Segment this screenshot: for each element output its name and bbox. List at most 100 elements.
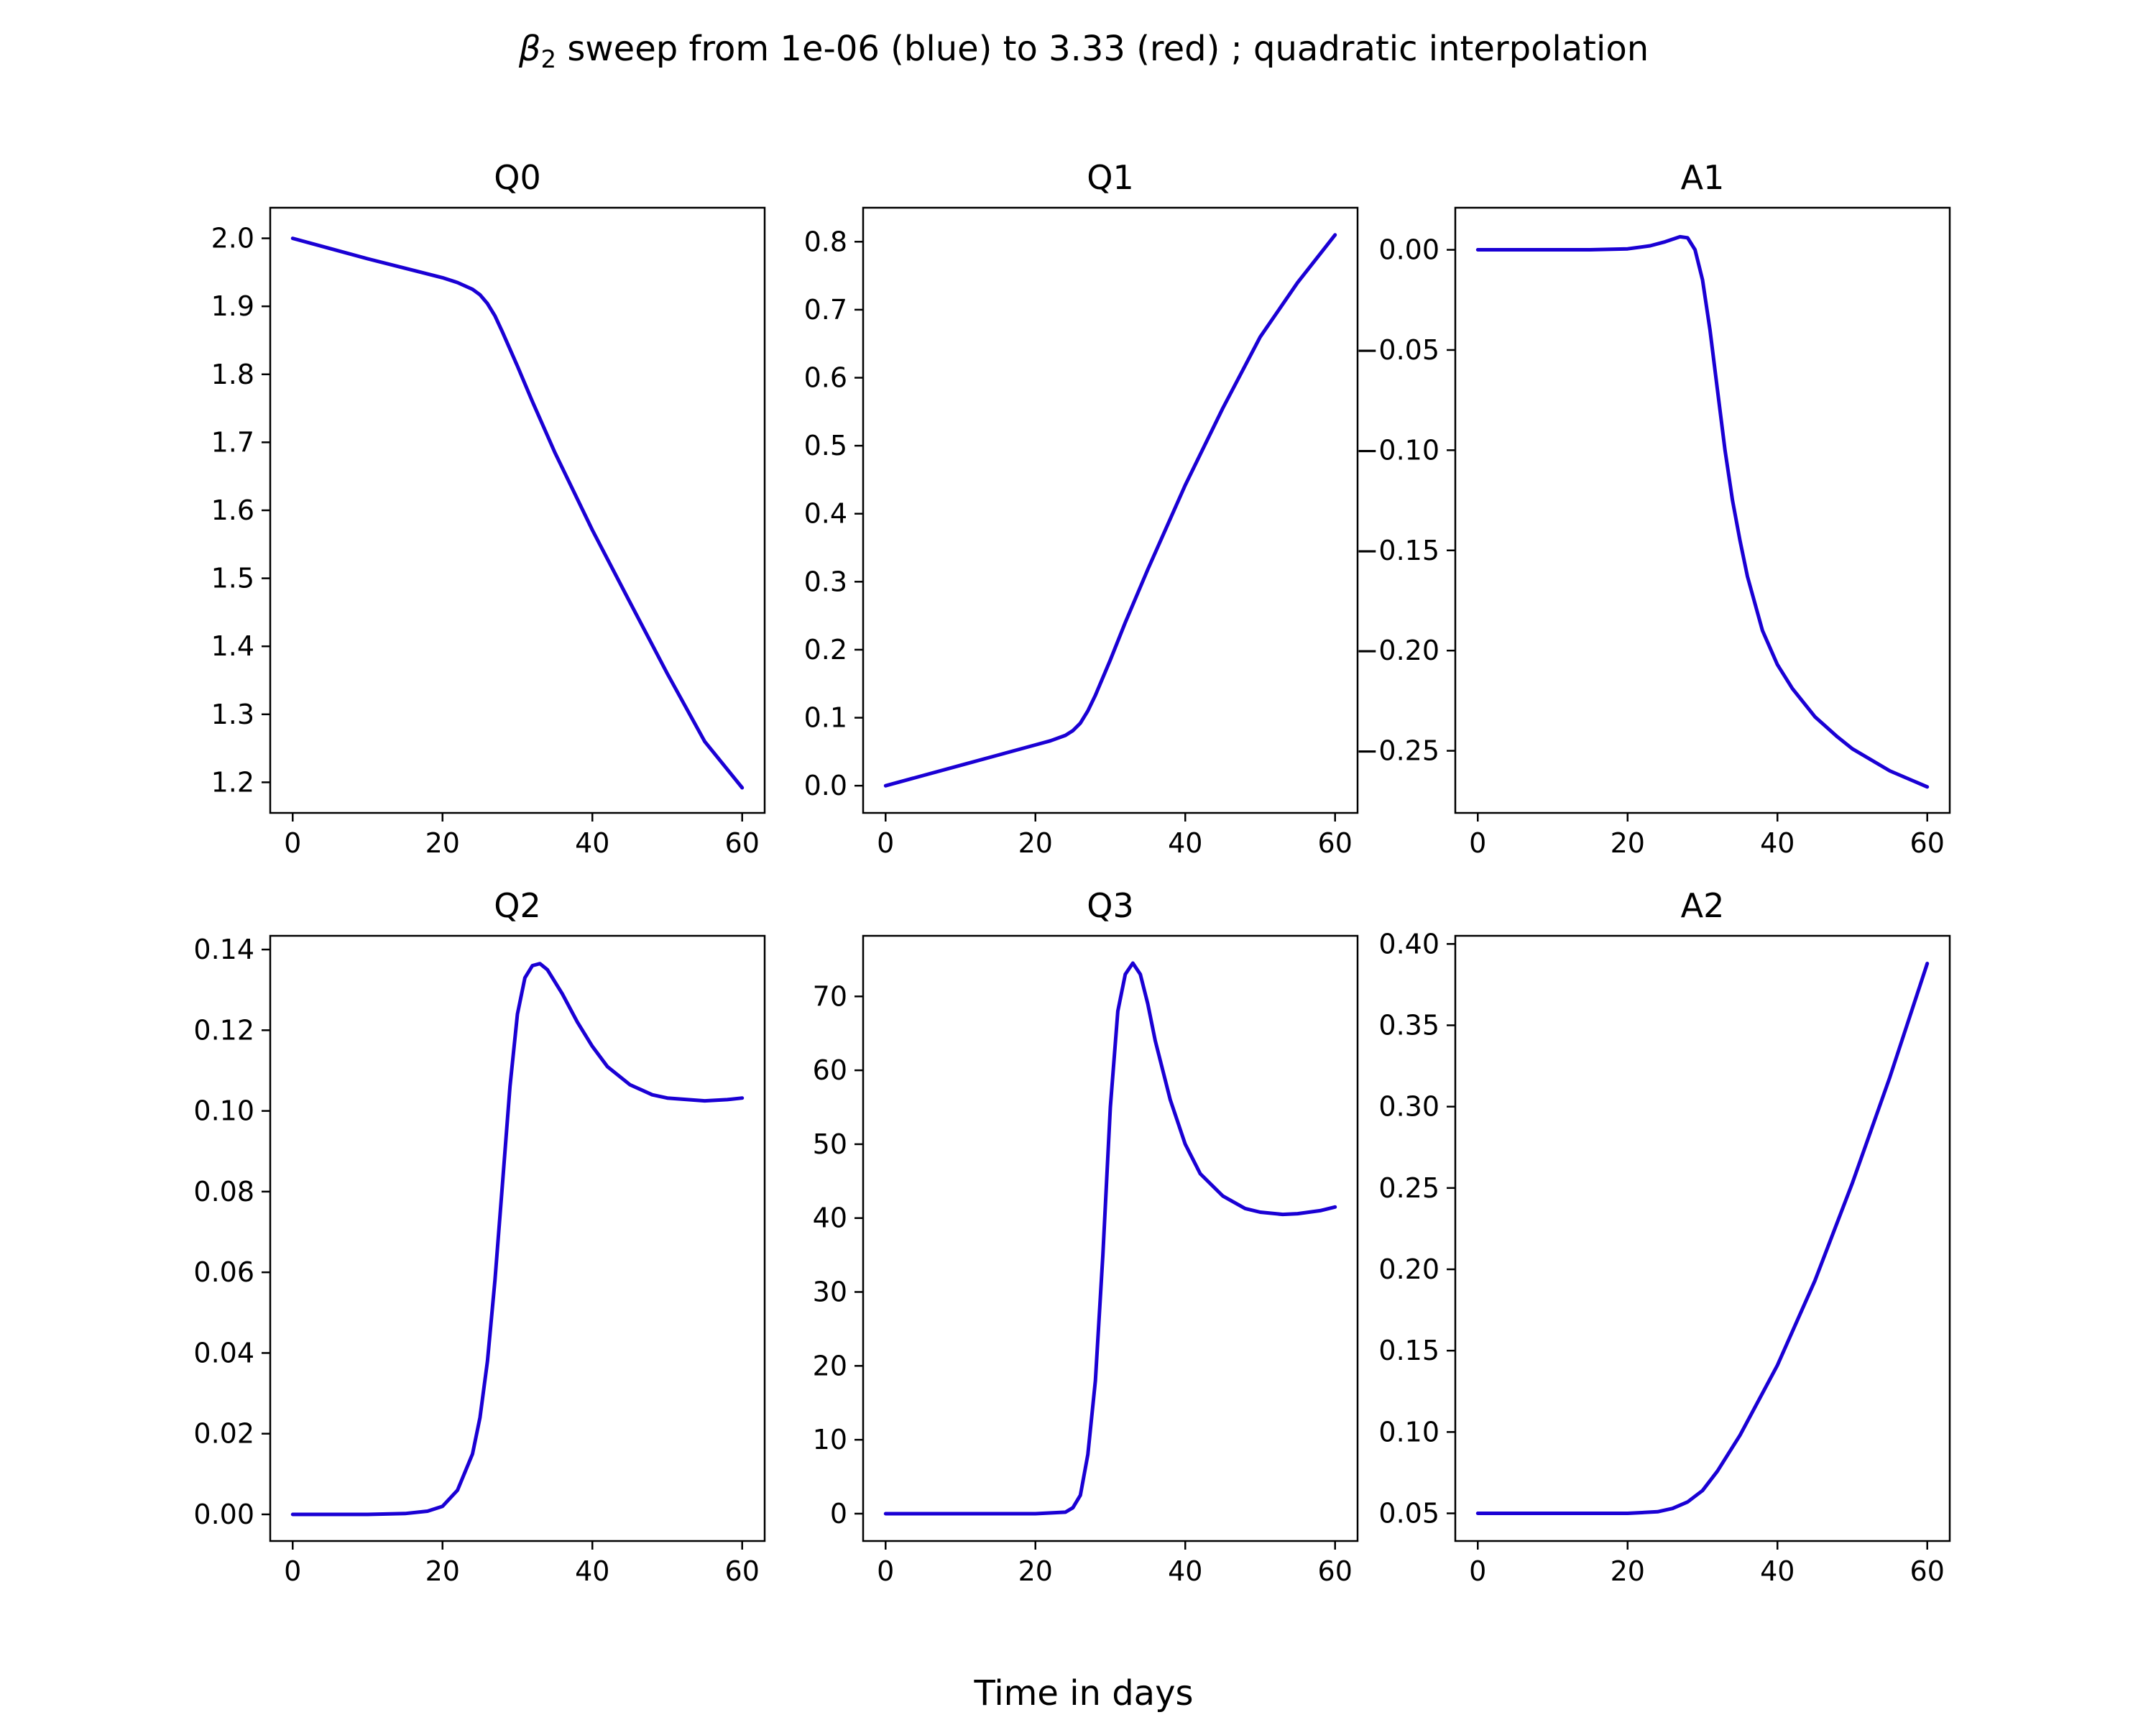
y-tick-label-a1: 0.00 (1378, 234, 1439, 266)
y-tick-label-q0: 1.9 (211, 290, 254, 322)
subplot-title-q3: Q3 (1087, 886, 1133, 925)
series-line-a1-0 (1475, 234, 1930, 789)
y-tick-label-q2: 0.04 (193, 1337, 254, 1368)
series-line-q1-0 (883, 233, 1337, 788)
figure-xlabel: Time in days (973, 1673, 1193, 1714)
y-tick-label-a2: 0.10 (1378, 1416, 1439, 1448)
y-tick-label-a1: −0.15 (1356, 535, 1439, 566)
y-tick-label-q1: 0.5 (804, 430, 847, 461)
x-tick-label-q0: 0 (284, 827, 301, 859)
y-tick-label-q1: 0.4 (804, 498, 847, 530)
y-tick-label-q3: 30 (813, 1276, 847, 1308)
x-tick-label-a2: 40 (1760, 1555, 1795, 1587)
subplot-q3: Q3 0 20 40 60 0 10 20 30 40 50 60 70 (813, 886, 1359, 1587)
y-tick-label-q3: 20 (813, 1350, 847, 1381)
axes-frame-q2 (269, 934, 766, 1542)
y-tick-label-a2: 0.15 (1378, 1335, 1439, 1366)
y-tick-label-a1: −0.25 (1356, 735, 1439, 767)
y-tick-label-q1: 0.0 (804, 770, 847, 801)
series-line-q2-0 (290, 962, 745, 1517)
x-tick-label-q0: 60 (725, 827, 760, 859)
x-tick-label-q2: 60 (725, 1555, 760, 1587)
x-tick-label-q3: 20 (1018, 1555, 1053, 1587)
subplot-q0: Q0 0 20 40 60 1.2 1.3 1.4 1.5 1.6 1.7 1.8 1.9 2.0 (211, 158, 766, 859)
series-line-q3-0 (883, 961, 1337, 1516)
subplot-q2: Q2 0 20 40 60 0.00 0.02 0.04 0.06 0.08 0.10 0.12 0.1… (193, 886, 766, 1587)
x-tick-label-q3: 0 (877, 1555, 894, 1587)
subplot-title-q1: Q1 (1087, 158, 1133, 197)
y-tick-label-a2: 0.30 (1378, 1091, 1439, 1123)
suptitle-beta: β (518, 29, 541, 69)
y-tick-label-q3: 50 (813, 1128, 847, 1160)
y-tick-label-a2: 0.05 (1378, 1498, 1439, 1530)
x-tick-label-q0: 40 (575, 827, 609, 859)
x-tick-label-q1: 20 (1018, 827, 1053, 859)
y-tick-label-a2: 0.20 (1378, 1254, 1439, 1285)
y-tick-label-a2: 0.25 (1378, 1172, 1439, 1204)
subplot-a1: A1 0 20 40 60 0.00 −0.05 −0.10 −0.15 −0.20 −0.25 (1356, 158, 1951, 859)
y-tick-label-q0: 1.3 (211, 699, 254, 730)
y-tick-label-q2: 0.14 (193, 934, 254, 965)
y-tick-label-a1: −0.20 (1356, 635, 1439, 666)
axes-frame-q1 (862, 206, 1359, 814)
x-tick-label-q2: 0 (284, 1555, 301, 1587)
axes-frame-a1 (1454, 206, 1951, 814)
y-tick-label-q1: 0.7 (804, 294, 847, 326)
figure-suptitle: β2 sweep from 1e-06 (blue) to 3.33 (red)… (518, 29, 1649, 74)
y-tick-label-a2: 0.40 (1378, 928, 1439, 960)
x-tick-label-q1: 0 (877, 827, 894, 859)
y-tick-label-q0: 2.0 (211, 223, 254, 254)
x-tick-label-q1: 60 (1318, 827, 1353, 859)
y-tick-label-q3: 70 (813, 980, 847, 1012)
subplot-title-q0: Q0 (494, 158, 540, 197)
x-tick-label-a2: 60 (1910, 1555, 1945, 1587)
y-tick-label-q0: 1.2 (211, 766, 254, 798)
x-tick-label-a2: 20 (1611, 1555, 1645, 1587)
suptitle-subscript: 2 (541, 45, 557, 74)
y-tick-label-a1: −0.10 (1356, 434, 1439, 466)
y-tick-label-q0: 1.8 (211, 359, 254, 390)
y-tick-label-q1: 0.3 (804, 566, 847, 597)
x-tick-label-q1: 40 (1168, 827, 1202, 859)
y-tick-label-q1: 0.2 (804, 634, 847, 666)
subplot-grid: Q0 0 20 40 60 1.2 1.3 1.4 1.5 1.6 1.7 1.8 1.9 2.0 Q1 0 2… (193, 158, 1951, 1587)
y-tick-label-q3: 60 (813, 1054, 847, 1086)
y-tick-label-q3: 0 (830, 1498, 847, 1530)
y-tick-label-a2: 0.35 (1378, 1009, 1439, 1041)
subplot-title-q2: Q2 (494, 886, 540, 925)
y-tick-label-q3: 40 (813, 1202, 847, 1234)
x-tick-label-q0: 20 (425, 827, 460, 859)
x-tick-label-a2: 0 (1469, 1555, 1486, 1587)
x-tick-label-a1: 40 (1760, 827, 1795, 859)
x-tick-label-q3: 40 (1168, 1555, 1202, 1587)
series-line-q0-0 (290, 236, 745, 790)
subplot-q1: Q1 0 20 40 60 0.0 0.1 0.2 0.3 0.4 0.5 0.6 0.7 0.8 (804, 158, 1359, 859)
y-tick-label-q1: 0.8 (804, 226, 847, 257)
subplot-title-a1: A1 (1681, 158, 1725, 197)
y-tick-label-q2: 0.12 (193, 1014, 254, 1046)
y-tick-label-q2: 0.10 (193, 1095, 254, 1127)
x-tick-label-q2: 20 (425, 1555, 460, 1587)
y-tick-label-q1: 0.1 (804, 702, 847, 734)
axes-frame-q3 (862, 934, 1359, 1542)
series-line-a2-0 (1475, 962, 1930, 1515)
x-tick-label-q3: 60 (1318, 1555, 1353, 1587)
y-tick-label-q2: 0.00 (193, 1499, 254, 1530)
y-tick-label-q0: 1.7 (211, 426, 254, 458)
subplot-title-a2: A2 (1681, 886, 1725, 925)
axes-frame-a2 (1454, 934, 1951, 1542)
y-tick-label-q0: 1.6 (211, 494, 254, 526)
y-tick-label-a1: −0.05 (1356, 334, 1439, 366)
subplot-a2: A2 0 20 40 60 0.05 0.10 0.15 0.20 0.25 0.30 0.35 0.4… (1378, 886, 1951, 1587)
y-tick-label-q2: 0.08 (193, 1176, 254, 1208)
suptitle-text: sweep from 1e-06 (blue) to 3.33 (red) ; … (556, 29, 1649, 69)
x-tick-label-q2: 40 (575, 1555, 609, 1587)
y-tick-label-q2: 0.06 (193, 1256, 254, 1288)
x-tick-label-a1: 60 (1910, 827, 1945, 859)
y-tick-label-q2: 0.02 (193, 1418, 254, 1450)
y-tick-label-q0: 1.5 (211, 563, 254, 594)
x-tick-label-a1: 20 (1611, 827, 1645, 859)
y-tick-label-q0: 1.4 (211, 630, 254, 662)
